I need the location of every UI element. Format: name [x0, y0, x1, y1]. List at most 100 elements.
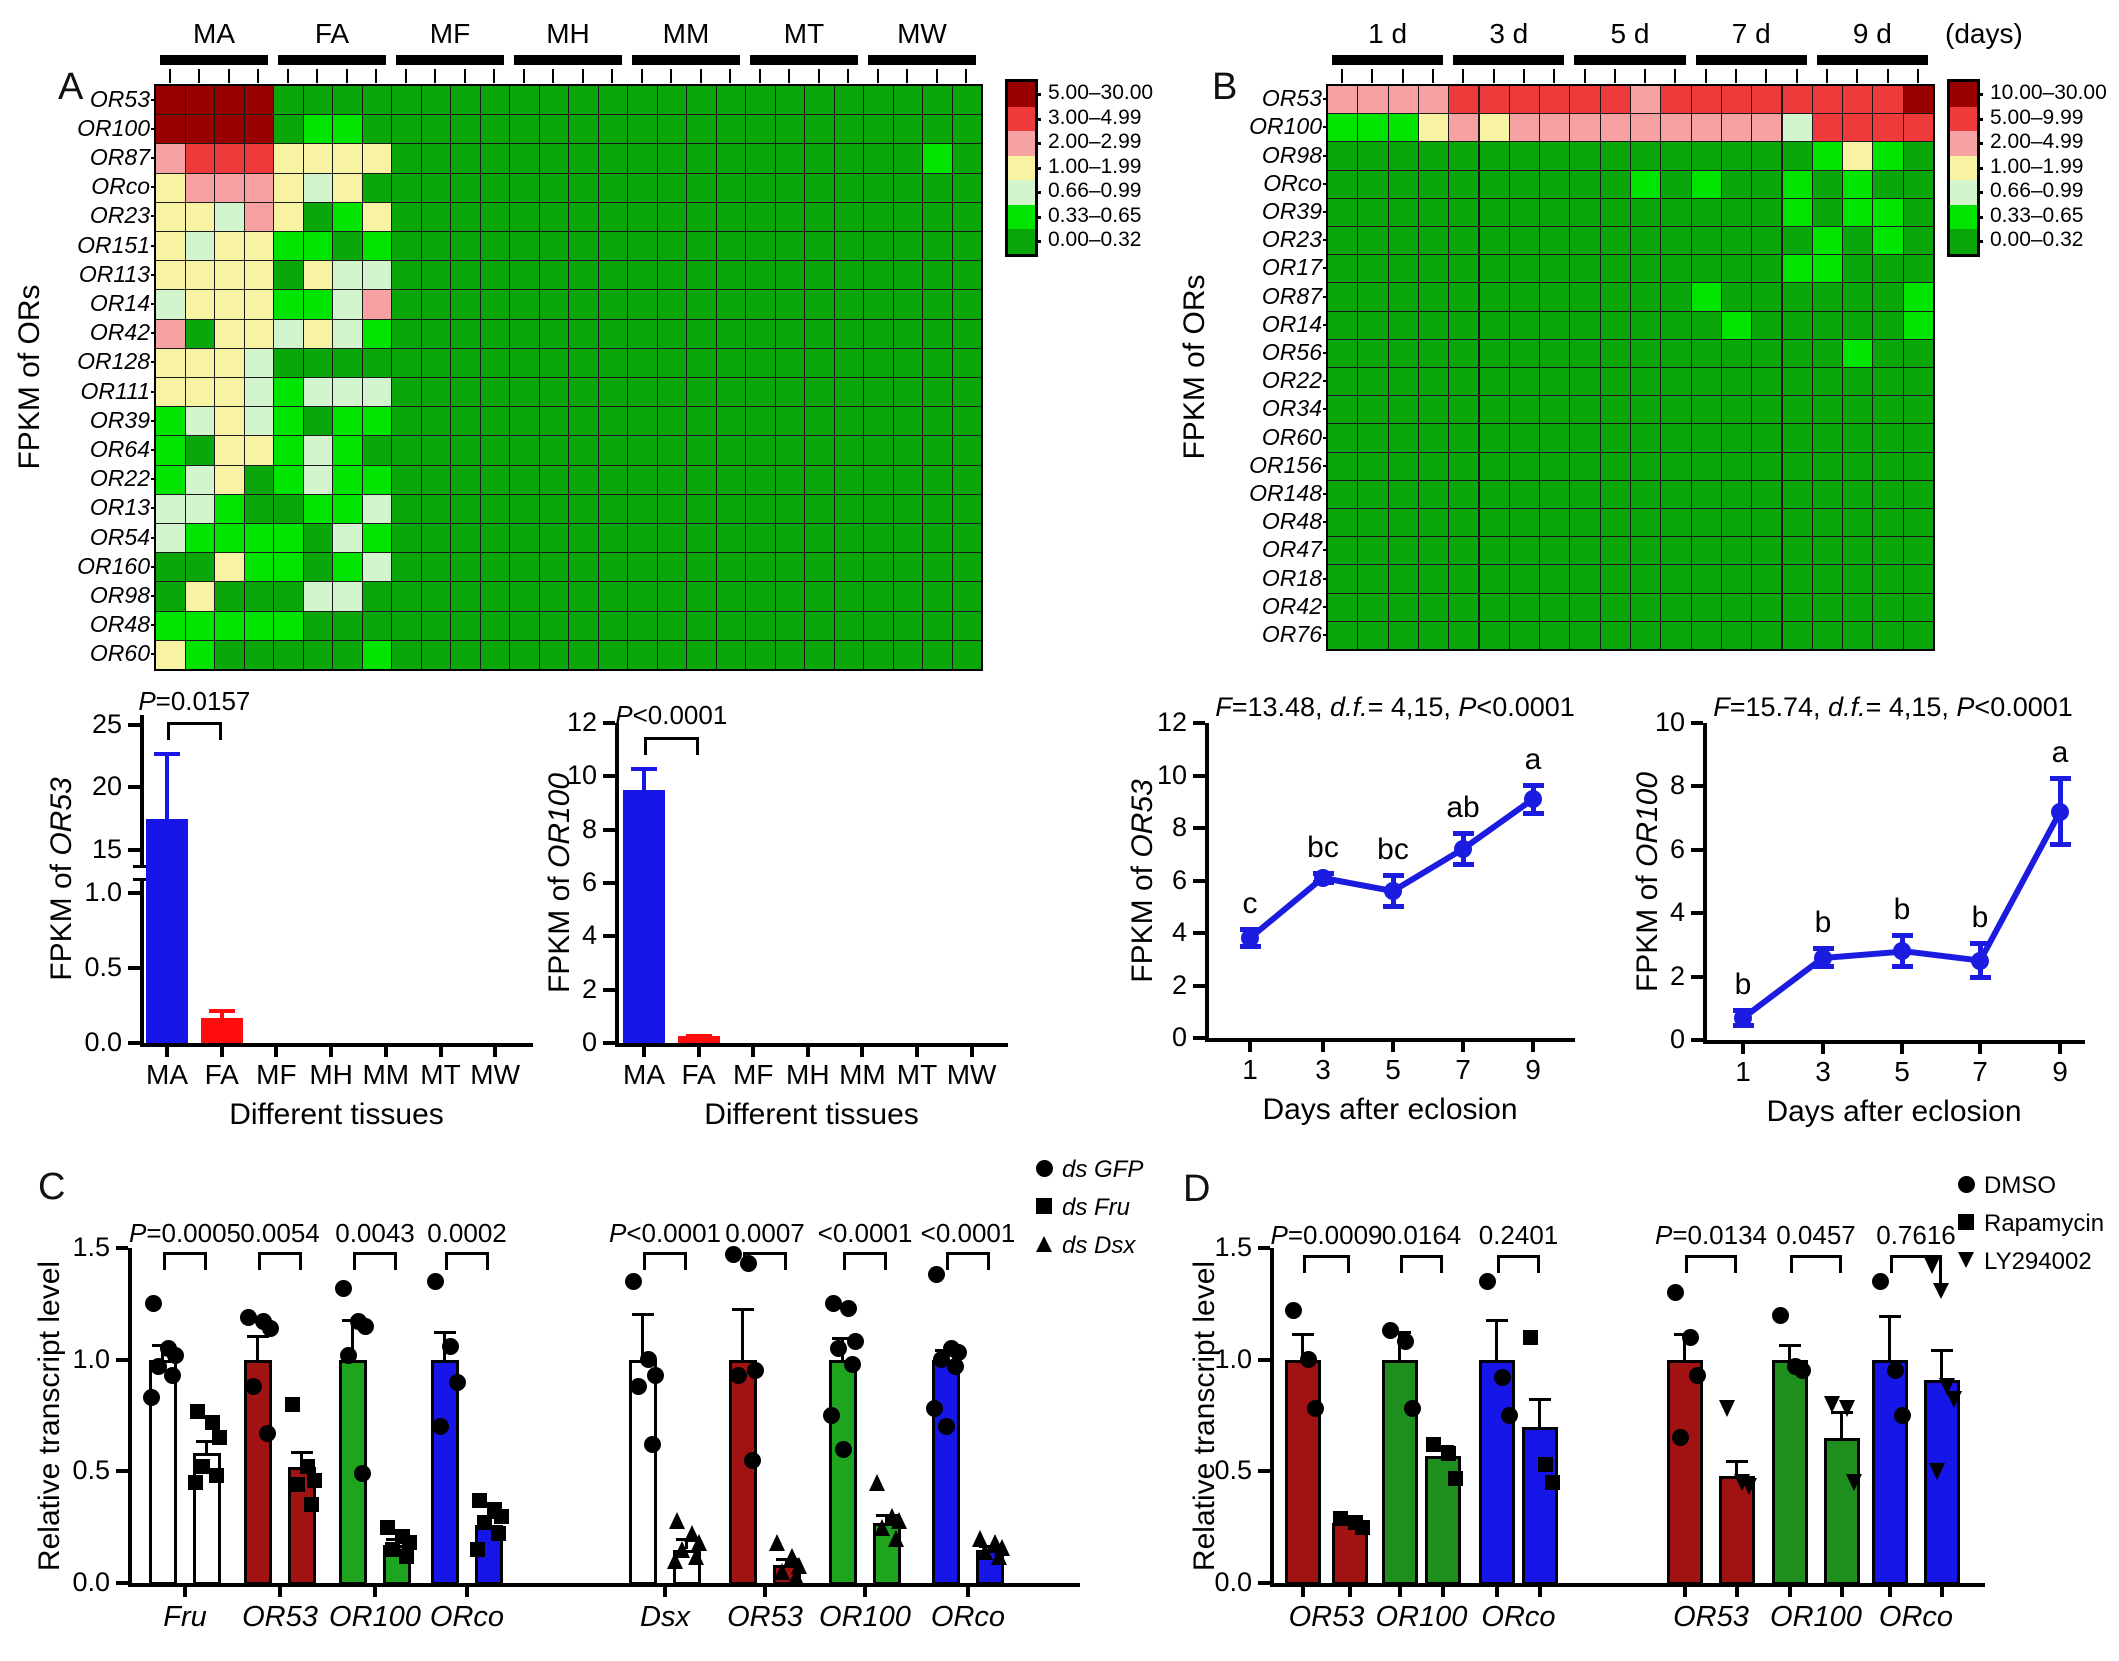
- scatter-point: [1306, 1400, 1324, 1418]
- heatmap-cell: [597, 201, 628, 232]
- x-tick: [1741, 1044, 1745, 1054]
- sig-p-label: P<0.0001: [615, 700, 728, 730]
- column-tick: [257, 69, 260, 83]
- error-cap: [1970, 975, 1991, 981]
- heatmap-cell: [214, 406, 245, 437]
- heatmap-cell: [332, 464, 363, 495]
- heatmap-cell: [243, 377, 274, 408]
- heatmap-cell: [273, 377, 304, 408]
- scatter-point: [639, 1351, 657, 1369]
- legend-border: [1005, 79, 1038, 257]
- bar: [1382, 1359, 1418, 1585]
- sig-bracket: [353, 1252, 356, 1270]
- error-bar: [741, 1308, 744, 1360]
- sig-bracket: [394, 1252, 397, 1270]
- scatter-point: [668, 1511, 685, 1529]
- x-tick-label: MW: [470, 1059, 521, 1090]
- category-label: ORco: [930, 1601, 1006, 1633]
- heatmap-cell: [214, 172, 245, 203]
- heatmap-cell: [302, 406, 333, 437]
- row-gene-label: OR23: [89, 202, 150, 229]
- column-tick: [463, 69, 466, 83]
- sig-letter: c: [1242, 887, 1258, 921]
- heatmap-cell: [302, 114, 333, 145]
- heatmap-cell: [951, 231, 982, 262]
- x-axis-line: [140, 1043, 533, 1047]
- scatter-point: [925, 1400, 943, 1418]
- heatmap-cell: [509, 172, 540, 203]
- legend-label: DMSO: [1984, 1172, 2056, 1199]
- x-tick: [915, 1047, 919, 1057]
- row-gene-label: OR53: [89, 85, 150, 112]
- heatmap-cell: [273, 231, 304, 262]
- error-cap: [1931, 1348, 1953, 1352]
- bar: [829, 1359, 857, 1585]
- scatter-point: [189, 1403, 205, 1419]
- row-gene-label: OR18: [1261, 564, 1322, 591]
- row-gene-label: OR98: [89, 582, 150, 608]
- sig-letter: b: [1893, 893, 1911, 927]
- sig-letter: b: [1734, 967, 1752, 1001]
- x-tick: [1788, 1587, 1792, 1597]
- scatter-point: [1740, 1478, 1757, 1496]
- column-tick: [1492, 69, 1495, 83]
- tissue-group-bar: [1695, 55, 1807, 65]
- heatmap-cell: [302, 289, 333, 320]
- tissue-group-bar: [160, 55, 268, 65]
- heatmap-cell: [833, 377, 864, 408]
- column-tick: [1765, 69, 1768, 83]
- x-tick: [1348, 1587, 1352, 1597]
- x-tick: [1888, 1587, 1892, 1597]
- y-axis-line: [615, 723, 619, 1045]
- scatter-point: [624, 1273, 642, 1290]
- heatmap-cell: [715, 347, 746, 378]
- row-gene-label: OR53: [1261, 85, 1322, 112]
- tissue-group-label: MA: [193, 18, 235, 49]
- scatter-point: [426, 1273, 444, 1290]
- tissue-group-label: MM: [662, 18, 710, 49]
- y-tick: [1193, 983, 1205, 988]
- scatter-point: [194, 1459, 210, 1475]
- scatter-point: [476, 1515, 492, 1531]
- row-gene-label: OR76: [1261, 620, 1322, 647]
- sig-bracket: [1400, 1255, 1403, 1273]
- row-tick: [151, 361, 156, 364]
- heatmap-cell: [479, 231, 510, 262]
- heatmap-cell: [155, 318, 186, 349]
- sig-letter: bc: [1307, 830, 1339, 864]
- row-gene-label: OR42: [89, 319, 150, 346]
- scatter-point: [258, 1424, 276, 1442]
- column-tick: [1522, 69, 1525, 83]
- bar: [1285, 1359, 1321, 1585]
- y-tick: [1691, 974, 1703, 979]
- row-gene-label: OR151: [77, 231, 150, 258]
- error-cap: [1383, 873, 1404, 879]
- heatmap-cell: [774, 260, 805, 291]
- y-axis-line: [1270, 1248, 1274, 1585]
- heatmap-cell: [627, 289, 658, 320]
- legend-range-label: 2.00–4.99: [1990, 130, 2084, 153]
- heatmap-cell: [656, 406, 687, 437]
- category-label: ORco: [1878, 1601, 1954, 1633]
- scatter-point: [142, 1389, 160, 1407]
- legend-range-label: 0.00–0.32: [1990, 228, 2084, 251]
- scatter-point: [846, 1333, 864, 1351]
- row-gene-label: OR48: [89, 611, 150, 638]
- row-tick: [151, 390, 156, 393]
- x-tick-label: 9: [1525, 1054, 1541, 1085]
- heatmap-cell: [479, 406, 510, 437]
- heatmap-cell: [597, 231, 628, 262]
- data-point: [1971, 951, 1989, 970]
- panelD-ylabel: Relative transcript level: [1188, 1260, 1221, 1571]
- heatmap-cell: [568, 377, 599, 408]
- error-cap: [732, 1308, 754, 1312]
- scatter-point: [1500, 1407, 1518, 1424]
- row-tick: [151, 332, 156, 335]
- sig-p-label: P=0.0157: [138, 686, 251, 716]
- y-axis-line: [140, 879, 144, 1045]
- heatmap-cell: [863, 377, 894, 408]
- row-tick: [151, 273, 156, 276]
- sig-bracket-arrow: [1933, 1283, 1949, 1299]
- column-tick: [227, 69, 230, 83]
- heatmap-cell: [568, 260, 599, 291]
